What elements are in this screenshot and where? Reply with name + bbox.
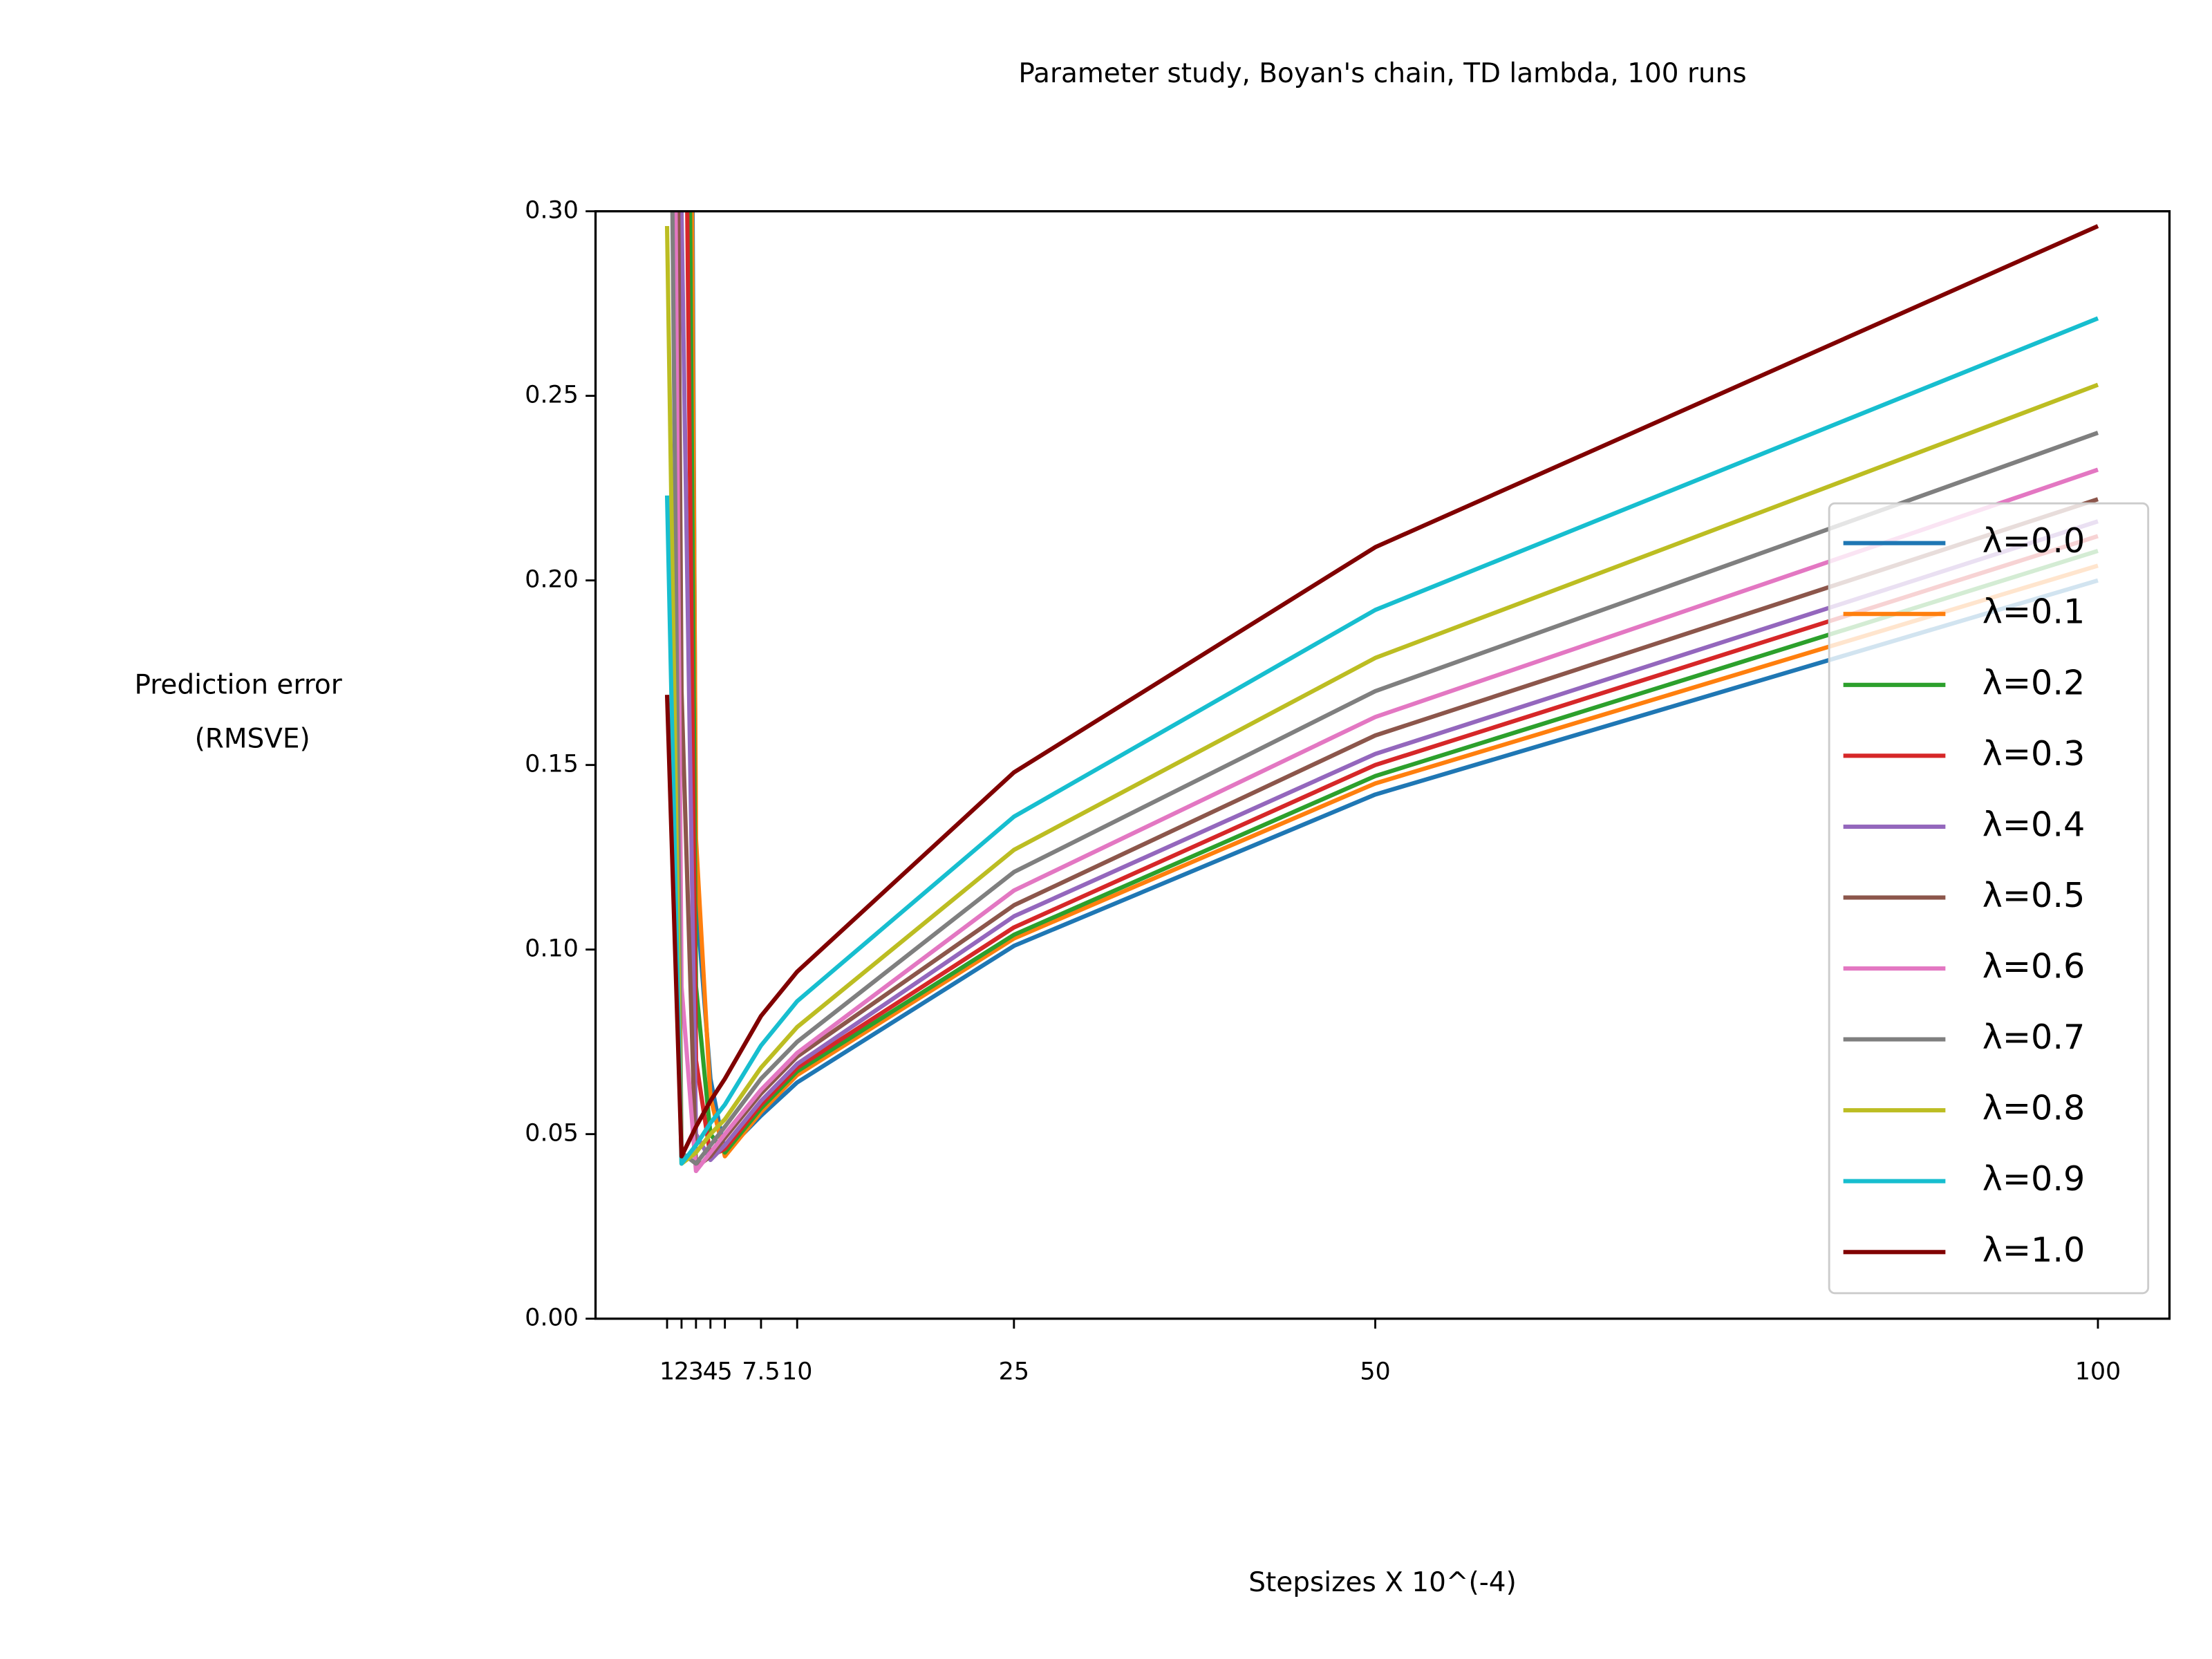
x-tick-label: 7.5 bbox=[742, 1358, 780, 1386]
y-tick-label: 0.05 bbox=[525, 1120, 579, 1147]
legend-label: λ=0.7 bbox=[1983, 1017, 2086, 1057]
y-tick-label: 0.25 bbox=[525, 382, 579, 409]
legend-label: λ=1.0 bbox=[1983, 1230, 2086, 1270]
x-tick-label: 50 bbox=[1360, 1358, 1390, 1386]
x-tick-label: 2 bbox=[674, 1358, 689, 1386]
x-tick-label: 1 bbox=[659, 1358, 675, 1386]
legend-label: λ=0.1 bbox=[1983, 592, 2086, 632]
x-tick-label: 25 bbox=[999, 1358, 1029, 1386]
legend-label: λ=0.2 bbox=[1983, 662, 2086, 702]
y-tick-label: 0.00 bbox=[525, 1304, 579, 1332]
x-tick-label: 5 bbox=[718, 1358, 733, 1386]
chart-title: Parameter study, Boyan's chain, TD lambd… bbox=[1018, 58, 1746, 89]
data-line bbox=[688, 211, 2099, 1155]
data-line bbox=[690, 211, 2099, 1159]
y-tick-label: 0.30 bbox=[525, 197, 579, 225]
x-tick-label: 4 bbox=[703, 1358, 718, 1386]
legend-label: λ=0.4 bbox=[1983, 804, 2086, 844]
data-line bbox=[679, 211, 2099, 1163]
legend: λ=0.0 λ=0.1 λ=0.2 λ=0.3 λ=0.4 λ=0.5 λ=0.6 λ=0.7… bbox=[1828, 502, 2150, 1295]
legend-box bbox=[1828, 502, 2150, 1295]
legend-label: λ=0.3 bbox=[1983, 733, 2086, 774]
x-tick-label: 3 bbox=[688, 1358, 704, 1386]
y-axis-label: (RMSVE) bbox=[195, 723, 310, 754]
data-line bbox=[685, 211, 2099, 1159]
legend-label: λ=0.0 bbox=[1983, 521, 2086, 561]
y-tick-label: 0.15 bbox=[525, 751, 579, 778]
data-line bbox=[676, 211, 2099, 1170]
data-line bbox=[664, 316, 2099, 1166]
x-axis-label: Stepsizes X 10^(-4) bbox=[1248, 1567, 1517, 1598]
plot-area bbox=[664, 211, 2099, 1174]
y-tick-label: 0.20 bbox=[525, 566, 579, 594]
legend-label: λ=0.6 bbox=[1983, 946, 2086, 986]
x-tick-label: 10 bbox=[782, 1358, 812, 1386]
legend-label: λ=0.9 bbox=[1983, 1159, 2086, 1199]
data-line bbox=[664, 225, 2099, 1166]
legend-label: λ=0.8 bbox=[1983, 1088, 2086, 1128]
y-tick-label: 0.10 bbox=[525, 935, 579, 963]
x-tick-label: 100 bbox=[2075, 1358, 2121, 1386]
legend-label: λ=0.5 bbox=[1983, 875, 2086, 915]
data-line bbox=[664, 224, 2099, 1159]
data-line bbox=[673, 211, 2099, 1174]
y-axis-label: Prediction error bbox=[134, 669, 342, 700]
